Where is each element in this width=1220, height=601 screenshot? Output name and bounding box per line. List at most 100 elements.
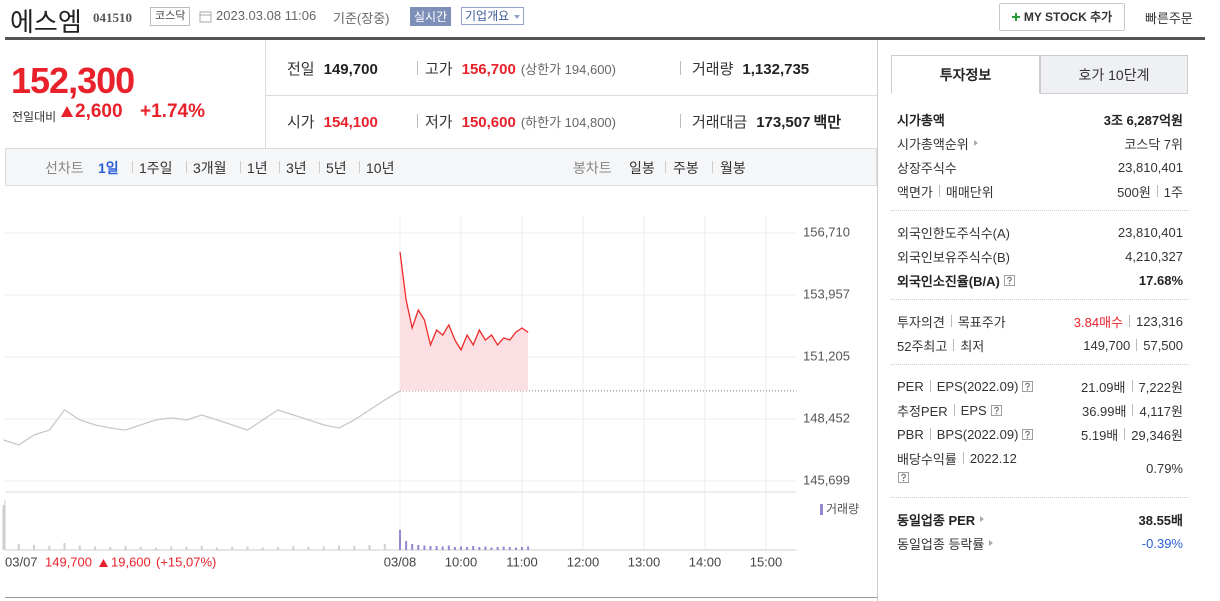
help-icon[interactable] xyxy=(1022,428,1034,440)
label-part: 투자의견 xyxy=(897,314,945,330)
period-tab[interactable]: 3년 xyxy=(286,160,307,176)
volume-bar xyxy=(453,547,456,550)
info-row: 동일업종 등락률 -0.39% xyxy=(897,533,1183,553)
info-label: 배당수익률 2022.12 xyxy=(897,449,1017,483)
volume-bar xyxy=(63,543,66,550)
value-part: 23,810,401 xyxy=(1117,159,1183,175)
header-rule xyxy=(5,37,1205,40)
x-tick-label: 11:00 xyxy=(506,554,538,569)
help-icon[interactable] xyxy=(990,404,1002,416)
bottom-rule xyxy=(5,597,877,598)
tab-sep xyxy=(665,161,666,173)
volume-bar xyxy=(514,547,517,550)
label-part: 52주최고 xyxy=(897,338,948,354)
volume-bar xyxy=(170,546,173,550)
candle-tab[interactable]: 월봉 xyxy=(720,160,746,176)
volume-bar xyxy=(338,545,340,550)
change-rate: +1.74% xyxy=(140,101,205,122)
period-tab[interactable]: 5년 xyxy=(326,160,347,176)
label-part: BPS(2022.09) xyxy=(936,426,1019,442)
prev-rate: (+15,07%) xyxy=(156,554,216,569)
volume-bar xyxy=(478,547,481,550)
period-tab[interactable]: 1주일 xyxy=(139,160,173,176)
info-label: 52주최고 최저 xyxy=(897,336,984,355)
volume-bar xyxy=(155,547,157,550)
my-stock-button[interactable]: MY STOCK 추가 xyxy=(999,3,1125,31)
y-tick-label: 151,205 xyxy=(803,348,850,363)
cell-divider xyxy=(680,61,681,75)
volume-bar xyxy=(246,546,249,550)
section-divider xyxy=(891,299,1189,300)
x-tick-label: 13:00 xyxy=(628,554,661,569)
period-tab[interactable]: 1일 xyxy=(98,160,119,176)
volume-bar xyxy=(508,547,511,550)
tab-sep xyxy=(319,161,320,173)
tab-sep xyxy=(186,161,187,173)
label-part: 최저 xyxy=(960,338,985,354)
x-tick-label: 03/07 xyxy=(5,554,38,569)
cell-divider xyxy=(417,61,418,75)
company-info-button[interactable]: 기업개요 xyxy=(461,7,525,25)
change-value: 2,600 xyxy=(75,101,123,122)
volume-bar xyxy=(472,546,475,550)
info-row: 외국인보유주식수(B) 4,210,327 xyxy=(897,246,1183,266)
info-row: 외국인소진율(B/A) 17.68% xyxy=(897,270,1183,290)
y-tick-label: 156,710 xyxy=(803,224,850,239)
panel-tab[interactable]: 투자정보 xyxy=(891,55,1040,94)
separator xyxy=(1124,428,1126,440)
candle-tab[interactable]: 주봉 xyxy=(673,160,699,176)
help-icon[interactable] xyxy=(1003,274,1015,286)
period-tab[interactable]: 1년 xyxy=(247,160,268,176)
quote-value: 156,700 xyxy=(461,61,516,78)
quick-order[interactable]: 빠른주문 xyxy=(1145,11,1193,26)
calendar-icon xyxy=(199,11,212,23)
section-divider xyxy=(891,364,1189,365)
quote-value: 173,507 xyxy=(756,114,811,131)
info-value: 23,810,401 xyxy=(1118,160,1183,175)
separator xyxy=(1131,380,1133,392)
quote-value: 154,100 xyxy=(323,114,378,131)
quote-label: 거래량 xyxy=(692,61,734,78)
quote-label: 거래대금 xyxy=(692,114,748,131)
period-tab[interactable]: 3개월 xyxy=(193,160,227,176)
separator xyxy=(929,428,931,440)
realtime-badge[interactable]: 실시간 xyxy=(410,7,452,26)
x-tick-label: 15:00 xyxy=(750,554,783,569)
datetime: 2023.03.08 11:06 xyxy=(216,8,317,23)
info-value: 500원 1주 xyxy=(1117,182,1183,201)
quote-cell: 거래대금 173,507 백만 xyxy=(692,111,841,132)
help-icon[interactable] xyxy=(898,472,909,483)
price-line xyxy=(399,251,529,352)
info-row: 동일업종 PER 38.55배 xyxy=(897,509,1183,529)
label-part: 추정PER xyxy=(897,403,948,419)
label-part: EPS(2022.09) xyxy=(936,378,1019,394)
value-part: 5.19배 xyxy=(1081,427,1119,443)
info-value: 38.55배 xyxy=(1139,510,1184,529)
volume-bar xyxy=(292,546,295,550)
volume-bar xyxy=(368,545,371,550)
candle-tab[interactable]: 일봉 xyxy=(629,160,655,176)
quote-label: 전일 xyxy=(287,61,315,78)
prev-close: 149,700 xyxy=(45,554,92,569)
help-icon[interactable] xyxy=(1022,380,1034,392)
label-part: 매매단위 xyxy=(945,184,994,200)
value-part: 38.55배 xyxy=(1138,512,1184,528)
label-part: 시가총액 xyxy=(897,112,945,128)
label-part: 시가총액순위 xyxy=(897,136,969,152)
separator xyxy=(1156,185,1158,197)
period-tab[interactable]: 10년 xyxy=(366,160,395,176)
label-part: EPS xyxy=(960,402,987,418)
info-value: 149,700 57,500 xyxy=(1083,338,1183,353)
volume-bar xyxy=(124,546,127,550)
value-part: 149,700 xyxy=(1083,337,1131,353)
label-part: PER xyxy=(897,378,924,394)
volume-bar xyxy=(417,545,420,550)
quote-value: 1,132,735 xyxy=(742,61,810,78)
panel-tab[interactable]: 호가 10단계 xyxy=(1040,55,1188,94)
info-label: PER EPS(2022.09) xyxy=(897,378,1034,394)
value-part: 500원 xyxy=(1117,184,1151,200)
info-row: PBR BPS(2022.09) 5.19배 29,346원 xyxy=(897,424,1183,444)
volume-bar xyxy=(411,544,414,550)
value-part: 코스닥 7위 xyxy=(1124,136,1183,152)
